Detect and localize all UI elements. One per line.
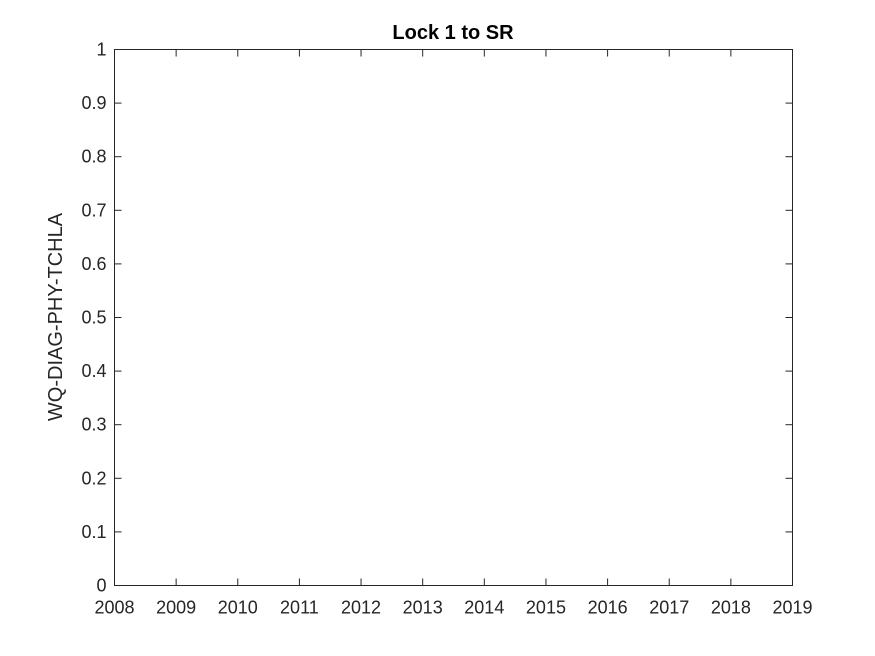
x-axis-ticks (114, 49, 793, 586)
y-tick-label: 0.9 (81, 93, 106, 113)
x-axis-tick-labels: 2008 2009 2010 2011 2012 2013 2014 2015 2016 2017… (94, 598, 812, 618)
y-tick-label: 0.6 (81, 254, 106, 274)
y-tick-label: 0.5 (81, 308, 106, 328)
x-tick-label: 2012 (341, 598, 381, 618)
x-tick-label: 2014 (464, 598, 504, 618)
plot-area (114, 49, 793, 586)
y-tick-label: 0 (96, 576, 106, 596)
y-axis-tick-labels: 0 0.1 0.2 0.3 0.4 0.5 0.6 0.7 0.8 0.9 1 (81, 40, 106, 596)
y-tick-label: 0.4 (81, 361, 106, 381)
x-tick-label: 2011 (280, 598, 319, 618)
x-tick-label: 2009 (156, 598, 196, 618)
y-tick-label: 0.2 (81, 468, 106, 488)
y-axis-label: WQ-DIAG-PHY-TCHLA (45, 212, 67, 421)
y-tick-label: 0.7 (81, 200, 106, 220)
x-tick-label: 2018 (711, 598, 751, 618)
chart-title: Lock 1 to SR (392, 22, 514, 44)
x-tick-label: 2015 (526, 598, 566, 618)
y-tick-label: 1 (96, 40, 106, 60)
y-axis-ticks (114, 49, 793, 586)
x-tick-label: 2017 (649, 598, 689, 618)
x-tick-label: 2013 (403, 598, 443, 618)
x-tick-label: 2019 (772, 598, 812, 618)
x-tick-label: 2008 (94, 598, 134, 618)
y-tick-label: 0.3 (81, 415, 106, 435)
y-tick-label: 0.8 (81, 147, 106, 167)
x-tick-label: 2010 (218, 598, 258, 618)
y-tick-label: 0.1 (81, 522, 106, 542)
x-tick-label: 2016 (588, 598, 628, 618)
